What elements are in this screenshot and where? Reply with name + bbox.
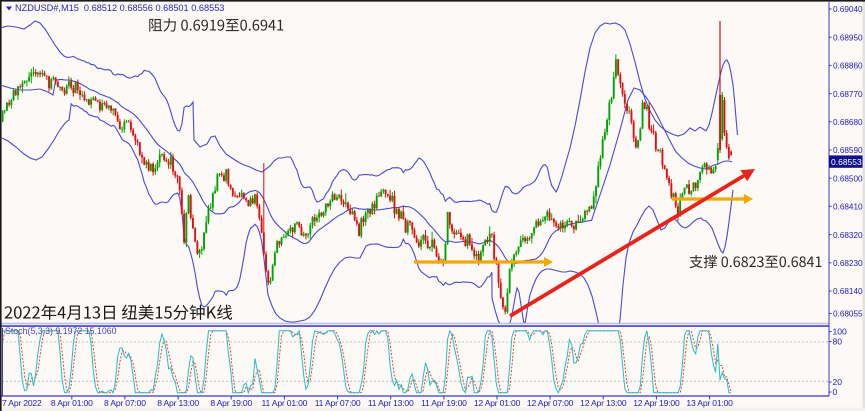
svg-text:0.68553: 0.68553 [831,157,862,167]
svg-text:0.68950: 0.68950 [833,33,863,42]
svg-text:0.68055: 0.68055 [833,310,863,319]
svg-text:12 Apr 01:00: 12 Apr 01:00 [474,398,521,408]
svg-text:0.68860: 0.68860 [833,62,863,71]
svg-text:11 Apr 01:00: 11 Apr 01:00 [262,398,308,408]
svg-text:11 Apr 07:00: 11 Apr 07:00 [315,398,361,408]
svg-text:11 Apr 13:00: 11 Apr 13:00 [368,398,414,408]
svg-text:12 Apr 19:00: 12 Apr 19:00 [633,398,680,408]
svg-text:12 Apr 07:00: 12 Apr 07:00 [527,398,574,408]
svg-text:100: 100 [833,327,848,337]
svg-text:0.68770: 0.68770 [833,90,863,99]
svg-text:11 Apr 19:00: 11 Apr 19:00 [421,398,467,408]
svg-text:0.68410: 0.68410 [833,203,863,212]
svg-text:0.68230: 0.68230 [833,259,863,268]
svg-text:0.68320: 0.68320 [833,231,863,240]
svg-text:NZDUSD#,M15 0.68512 0.68556 0: NZDUSD#,M15 0.68512 0.68556 0.68501 0.68… [15,3,224,13]
svg-text:0.68680: 0.68680 [833,118,863,127]
svg-text:12 Apr 13:00: 12 Apr 13:00 [580,398,627,408]
svg-text:Stoch(5,3,3) 9.1972 15.1060: Stoch(5,3,3) 9.1972 15.1060 [5,326,117,336]
svg-text:8 Apr 01:00: 8 Apr 01:00 [51,398,93,408]
svg-text:80: 80 [833,337,843,347]
svg-text:0.68590: 0.68590 [833,146,863,155]
svg-text:7 Apr 2022: 7 Apr 2022 [2,398,42,408]
svg-text:8 Apr 13:00: 8 Apr 13:00 [157,398,199,408]
svg-text:20: 20 [833,377,843,387]
svg-text:0: 0 [833,387,838,397]
svg-text:0.68500: 0.68500 [833,174,863,183]
svg-text:13 Apr 01:00: 13 Apr 01:00 [686,398,733,408]
svg-text:0.69040: 0.69040 [833,5,863,14]
svg-text:8 Apr 07:00: 8 Apr 07:00 [104,398,146,408]
svg-text:0.68140: 0.68140 [833,287,863,296]
svg-text:8 Apr 19:00: 8 Apr 19:00 [210,398,252,408]
